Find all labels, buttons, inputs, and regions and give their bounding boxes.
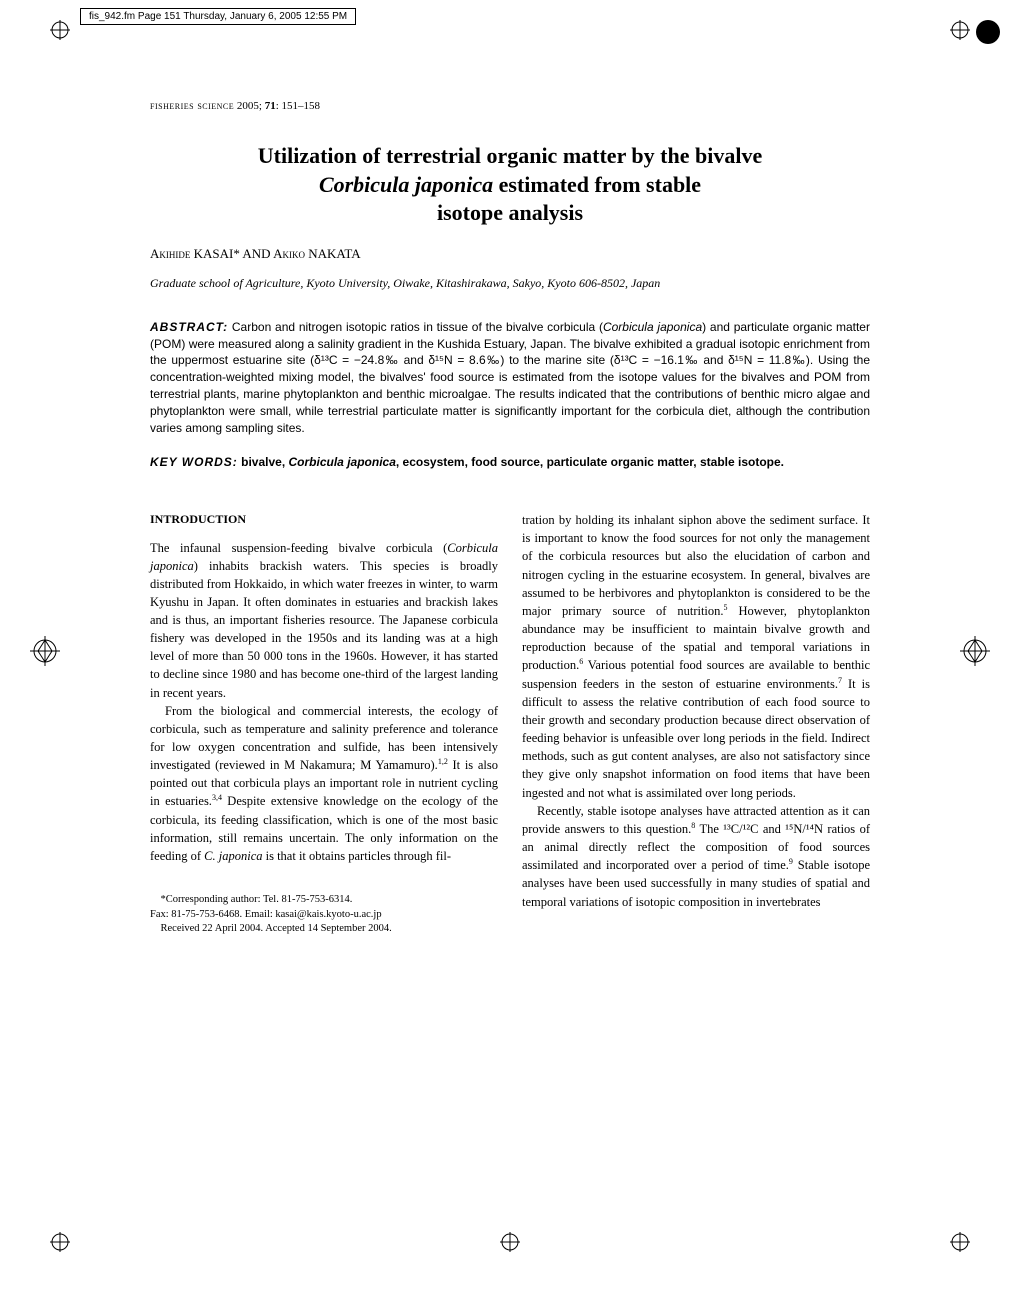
para-text: It is difficult to assess the relative c…: [522, 677, 870, 800]
abstract-label: ABSTRACT:: [150, 320, 228, 334]
para-species: C. japonica: [204, 849, 262, 863]
para-text: ) inhabits brackish waters. This species…: [150, 559, 498, 700]
title-line-3: isotope analysis: [437, 200, 583, 225]
abstract-species: Corbicula japonica: [603, 320, 702, 334]
journal-name: fisheries science: [150, 100, 234, 112]
para-text: tration by holding its inhalant siphon a…: [522, 513, 870, 618]
keywords: KEY WORDS: bivalve, Corbicula japonica, …: [150, 454, 870, 471]
keyword-1: bivalve,: [241, 455, 285, 469]
abstract-text-post: ) and particulate organic matter (POM) w…: [150, 320, 870, 435]
page-content: fisheries science 2005; 71: 151–158 Util…: [150, 100, 870, 937]
crop-mark-icon: [950, 20, 970, 40]
source-file-header: fis_942.fm Page 151 Thursday, January 6,…: [80, 8, 356, 25]
para-text: The infaunal suspension-feeding bivalve …: [150, 541, 447, 555]
corresponding-author-footer: *Corresponding author: Tel. 81-75-753-63…: [150, 893, 498, 937]
crop-mark-icon: [960, 636, 990, 666]
abstract: ABSTRACT: Carbon and nitrogen isotopic r…: [150, 319, 870, 437]
footer-line-1: *Corresponding author: Tel. 81-75-753-63…: [150, 893, 498, 908]
keywords-label: KEY WORDS:: [150, 455, 238, 469]
journal-year: 2005: [237, 100, 259, 112]
crop-mark-icon: [500, 1232, 520, 1252]
citation-sup: 1,2: [438, 757, 448, 766]
intro-heading: INTRODUCTION: [150, 511, 498, 528]
keyword-rest: , ecosystem, food source, particulate or…: [396, 455, 784, 469]
crop-mark-icon: [50, 20, 70, 40]
intro-para-2-cont: tration by holding its inhalant siphon a…: [522, 511, 870, 801]
intro-para-1: The infaunal suspension-feeding bivalve …: [150, 539, 498, 702]
left-column: INTRODUCTION The infaunal suspension-fee…: [150, 511, 498, 937]
crop-mark-icon: [50, 1232, 70, 1252]
intro-para-2: From the biological and commercial inter…: [150, 702, 498, 865]
citation-sup: 3,4: [212, 793, 222, 802]
affiliation: Graduate school of Agriculture, Kyoto Un…: [150, 276, 870, 291]
title-line-2-rest: estimated from stable: [493, 172, 701, 197]
registration-dot-icon: [976, 20, 1000, 44]
body-columns: INTRODUCTION The infaunal suspension-fee…: [150, 511, 870, 937]
para-text: is that it obtains particles through fil…: [263, 849, 452, 863]
crop-mark-icon: [950, 1232, 970, 1252]
journal-citation: fisheries science 2005; 71: 151–158: [150, 100, 870, 112]
journal-volume: 71: [265, 100, 276, 112]
journal-pages: 151–158: [282, 100, 321, 112]
crop-mark-icon: [30, 636, 60, 666]
footer-line-3: Received 22 April 2004. Accepted 14 Sept…: [150, 922, 498, 937]
title-species: Corbicula japonica: [319, 172, 493, 197]
footer-line-2: Fax: 81-75-753-6468. Email: kasai@kais.k…: [150, 908, 498, 923]
intro-para-3: Recently, stable isotope analyses have a…: [522, 802, 870, 911]
right-column: tration by holding its inhalant siphon a…: [522, 511, 870, 937]
authors: Akihide KASAI* AND Akiko NAKATA: [150, 246, 870, 262]
abstract-text-pre: Carbon and nitrogen isotopic ratios in t…: [228, 320, 603, 334]
article-title: Utilization of terrestrial organic matte…: [150, 142, 870, 228]
keyword-species: Corbicula japonica: [289, 455, 396, 469]
title-line-1: Utilization of terrestrial organic matte…: [258, 143, 762, 168]
